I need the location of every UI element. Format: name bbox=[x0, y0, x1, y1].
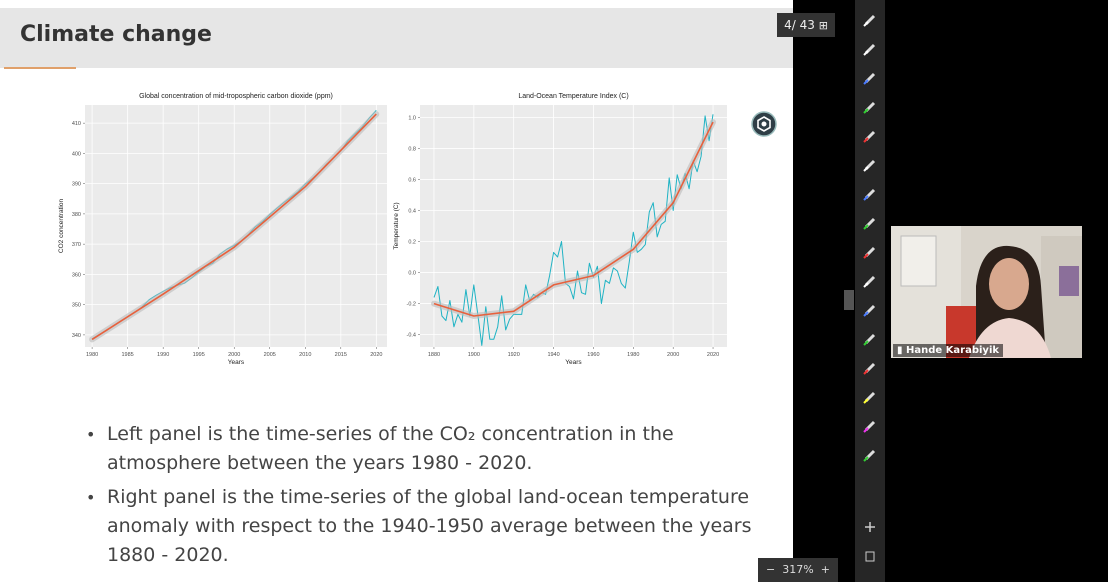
video-feed bbox=[891, 226, 1082, 358]
y-tick-label: 360 bbox=[72, 272, 81, 278]
x-tick-label: 1880 bbox=[428, 352, 440, 358]
y-tick-label: 400 bbox=[72, 151, 81, 157]
delete-icon bbox=[866, 552, 874, 561]
x-tick-label: 1920 bbox=[508, 352, 520, 358]
signal-icon: ▮ bbox=[897, 345, 903, 356]
x-tick-label: 2000 bbox=[667, 352, 679, 358]
pen-color bbox=[864, 312, 868, 316]
chart-title: Land-Ocean Temperature Index (C) bbox=[518, 93, 628, 100]
x-tick-label: 2000 bbox=[228, 352, 240, 358]
collapse-handle[interactable] bbox=[844, 290, 854, 310]
y-tick-label: 390 bbox=[72, 182, 81, 188]
y-tick-label: 410 bbox=[72, 121, 81, 127]
plot-background bbox=[85, 105, 387, 347]
pen-color bbox=[864, 22, 868, 26]
y-axis-label: CO2 concentration bbox=[58, 199, 65, 254]
page-counter[interactable]: 4/ 43 ⊞ bbox=[777, 13, 835, 37]
y-tick-label: 340 bbox=[72, 333, 81, 339]
pen-color bbox=[864, 428, 868, 432]
zoom-in[interactable]: + bbox=[821, 563, 830, 576]
pen-color bbox=[864, 254, 868, 258]
tool-icons bbox=[855, 0, 885, 582]
page-number: 4/ 43 bbox=[784, 18, 815, 32]
pen-color bbox=[864, 399, 868, 403]
pen-color bbox=[864, 283, 868, 287]
bullet-dot: • bbox=[86, 488, 95, 507]
pen-color bbox=[864, 341, 868, 345]
x-tick-label: 1980 bbox=[86, 352, 98, 358]
y-tick-label: 370 bbox=[72, 242, 81, 248]
pen-color bbox=[864, 457, 868, 461]
y-tick-label: 0.6 bbox=[408, 177, 416, 183]
x-tick-label: 1985 bbox=[122, 352, 134, 358]
zoom-level: 317% bbox=[782, 563, 813, 576]
x-tick-label: 1980 bbox=[627, 352, 639, 358]
x-tick-label: 1960 bbox=[587, 352, 599, 358]
chart: -0.4 -0.2 0.0 0.2 0.4 0.6 0.8 1.0 1880 1900 1920 19… bbox=[385, 85, 735, 375]
x-tick-label: 2015 bbox=[335, 352, 347, 358]
bullet-line: 1880 - 2020. bbox=[107, 544, 229, 566]
video-image bbox=[891, 226, 1082, 358]
y-tick-label: 380 bbox=[72, 212, 81, 218]
bullet-line: anomaly with respect to the 1940-1950 av… bbox=[107, 515, 752, 537]
screen: {"slide": {"title": "Climate change", "b… bbox=[0, 0, 1108, 582]
zoom-out[interactable]: − bbox=[766, 563, 775, 576]
x-tick-label: 1900 bbox=[468, 352, 480, 358]
y-tick-label: 1.0 bbox=[408, 115, 416, 121]
pen-color bbox=[864, 51, 868, 55]
x-tick-label: 1940 bbox=[547, 352, 559, 358]
x-axis-label: Years bbox=[228, 359, 245, 366]
x-tick-label: 2005 bbox=[264, 352, 276, 358]
chart: 340 350 360 370 380 390 400 410 1980 1985 1990 1995… bbox=[55, 85, 400, 375]
y-tick-label: 350 bbox=[72, 303, 81, 309]
y-axis-label: Temperature (C) bbox=[393, 202, 400, 249]
x-tick-label: 2010 bbox=[299, 352, 311, 358]
bullet-line: Right panel is the time-series of the gl… bbox=[107, 486, 749, 508]
bullet-line: atmosphere between the years 1980 - 2020… bbox=[107, 452, 532, 474]
pen-color bbox=[864, 370, 868, 374]
header-rule bbox=[4, 67, 76, 69]
zoom-control: − 317% + bbox=[758, 558, 838, 582]
y-tick-label: 0.2 bbox=[408, 240, 416, 246]
grid-icon: ⊞ bbox=[819, 19, 828, 32]
x-tick-label: 1990 bbox=[157, 352, 169, 358]
pen-color bbox=[864, 196, 868, 200]
pen-color bbox=[864, 138, 868, 142]
pen-color bbox=[864, 167, 868, 171]
y-tick-label: -0.2 bbox=[407, 302, 416, 308]
bullet-dot: • bbox=[86, 425, 95, 444]
pen-color bbox=[864, 109, 868, 113]
chart-title: Global concentration of mid-tropospheric… bbox=[139, 93, 333, 100]
y-tick-label: 0.8 bbox=[408, 146, 416, 152]
participant-name: Hande Karabiyik bbox=[906, 345, 999, 356]
bullet-line: Left panel is the time-series of the CO₂… bbox=[107, 423, 674, 445]
y-tick-label: 0.0 bbox=[408, 271, 416, 277]
x-tick-label: 2020 bbox=[370, 352, 382, 358]
pen-color bbox=[864, 80, 868, 84]
settings-button[interactable] bbox=[750, 110, 778, 138]
x-axis-label: Years bbox=[565, 359, 582, 366]
slide-title: Climate change bbox=[20, 22, 212, 47]
y-tick-label: 0.4 bbox=[408, 208, 416, 214]
y-tick-label: -0.4 bbox=[407, 333, 416, 339]
pen-color bbox=[864, 225, 868, 229]
participant-label: ▮ Hande Karabiyik bbox=[893, 344, 1003, 357]
x-tick-label: 1995 bbox=[193, 352, 205, 358]
x-tick-label: 2020 bbox=[707, 352, 719, 358]
